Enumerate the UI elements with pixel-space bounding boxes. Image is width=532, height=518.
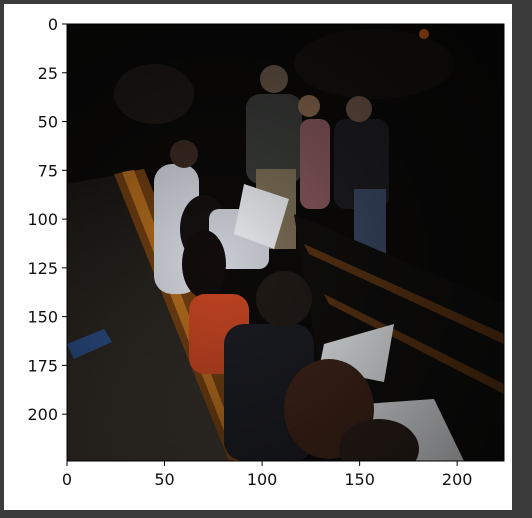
photo	[67, 24, 504, 479]
y-tick-label: 175	[27, 356, 58, 375]
image-plot: 0 50 100 150 200 0 25 50 75 100 125 150 175 200	[4, 4, 512, 510]
x-tick-label: 100	[247, 470, 278, 489]
y-tick-label: 50	[38, 113, 58, 132]
x-tick-label: 200	[442, 470, 473, 489]
y-tick-label: 125	[27, 259, 58, 278]
x-axis: 0 50 100 150 200	[62, 461, 473, 489]
y-axis: 0 25 50 75 100 125 150 175 200	[27, 15, 67, 424]
y-tick-label: 75	[38, 161, 58, 180]
y-tick-label: 0	[48, 15, 58, 34]
figure: 0 50 100 150 200 0 25 50 75 100 125 150 175 200	[4, 4, 512, 510]
y-tick-label: 100	[27, 210, 58, 229]
x-tick-label: 50	[154, 470, 174, 489]
x-tick-label: 150	[344, 470, 375, 489]
y-tick-label: 200	[27, 405, 58, 424]
x-tick-label: 0	[62, 470, 72, 489]
y-tick-label: 150	[27, 308, 58, 327]
y-tick-label: 25	[38, 64, 58, 83]
